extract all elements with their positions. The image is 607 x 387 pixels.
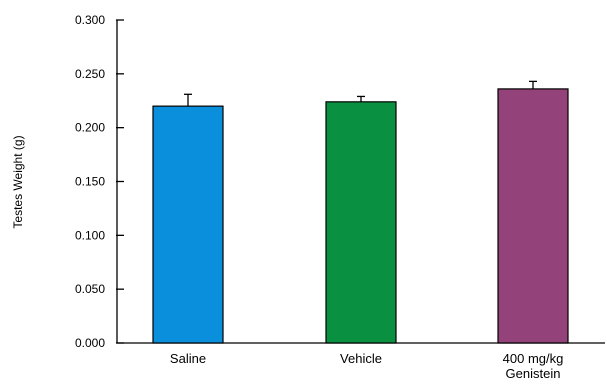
y-axis: 0.000 0.050 0.100 0.150 0.200 0.250 0.300 — [75, 13, 124, 350]
bar — [325, 101, 397, 344]
y-axis-title: Testes Weight (g) — [11, 135, 25, 228]
category-label: 400 mg/kg Genistein — [503, 351, 564, 381]
bars — [152, 80, 569, 344]
y-tick-label: 0.100 — [75, 228, 105, 242]
category-label: Saline — [170, 351, 206, 366]
bar — [497, 88, 569, 344]
category-labels: Saline Vehicle 400 mg/kg Genistein — [170, 351, 563, 381]
y-tick-label: 0.300 — [75, 13, 105, 27]
bar — [152, 105, 224, 344]
y-tick-label: 0.150 — [75, 175, 105, 189]
category-label: Vehicle — [340, 351, 382, 366]
y-tick-label: 0.050 — [75, 282, 105, 296]
y-tick-label: 0.000 — [75, 336, 105, 350]
y-tick-label: 0.200 — [75, 121, 105, 135]
y-tick-label: 0.250 — [75, 67, 105, 81]
